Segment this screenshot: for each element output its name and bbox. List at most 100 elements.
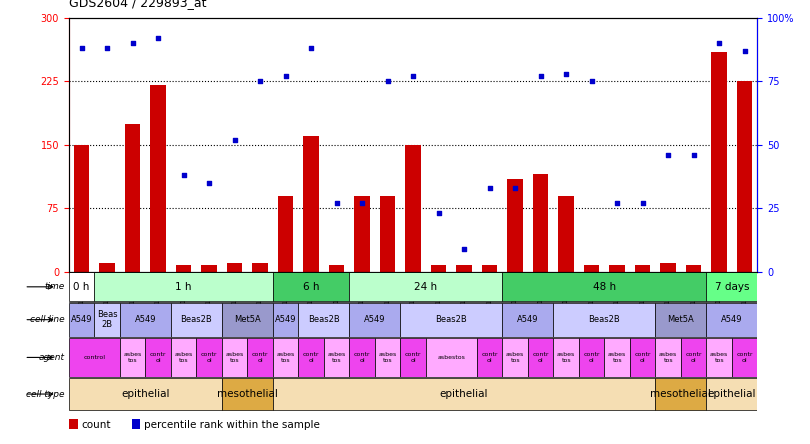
Bar [304, 136, 319, 272]
Bar [74, 145, 89, 272]
Point [305, 45, 318, 52]
Bar [120, 303, 171, 337]
Point [687, 151, 700, 159]
Bar [273, 338, 298, 377]
Text: Beas2B: Beas2B [589, 315, 620, 324]
Point [483, 184, 496, 191]
Text: asbes
tos: asbes tos [506, 352, 524, 363]
Text: A549: A549 [517, 315, 539, 324]
Text: 7 days: 7 days [714, 282, 749, 292]
Bar [298, 303, 349, 337]
Text: contr
ol: contr ol [532, 352, 549, 363]
Point [662, 151, 675, 159]
Bar [431, 265, 446, 272]
Point [611, 200, 624, 207]
Text: Met5A: Met5A [234, 315, 261, 324]
Point [509, 184, 522, 191]
Bar [737, 81, 752, 272]
Point [202, 179, 215, 186]
Text: time: time [45, 282, 65, 291]
Text: control: control [83, 355, 105, 360]
Bar [151, 86, 166, 272]
Text: asbestos: asbestos [437, 355, 465, 360]
Bar [176, 265, 191, 272]
Bar [706, 338, 732, 377]
Text: asbes
tos: asbes tos [174, 352, 193, 363]
Text: 1 h: 1 h [175, 282, 192, 292]
Bar [426, 338, 477, 377]
Bar [630, 338, 655, 377]
Bar [604, 338, 630, 377]
Bar [681, 338, 706, 377]
Bar [273, 303, 298, 337]
Bar [507, 178, 522, 272]
Bar [131, 419, 140, 429]
Bar [502, 303, 553, 337]
Bar [94, 272, 273, 301]
Text: asbes
tos: asbes tos [378, 352, 397, 363]
Bar [222, 338, 247, 377]
Text: epithelial: epithelial [122, 389, 169, 399]
Bar [477, 338, 502, 377]
Text: mesothelial: mesothelial [650, 389, 711, 399]
Text: count: count [81, 420, 110, 429]
Point [534, 73, 547, 80]
Bar [553, 303, 655, 337]
Point [738, 47, 751, 54]
Text: Beas2B: Beas2B [308, 315, 339, 324]
Bar [655, 303, 706, 337]
Point [330, 200, 343, 207]
Point [126, 40, 139, 47]
Bar [406, 145, 420, 272]
Point [585, 78, 598, 85]
Text: contr
ol: contr ol [634, 352, 651, 363]
Point [382, 78, 394, 85]
Text: epithelial: epithelial [440, 389, 488, 399]
Bar [227, 263, 242, 272]
Text: contr
ol: contr ol [736, 352, 752, 363]
Bar [375, 338, 400, 377]
Point [254, 78, 266, 85]
Bar [171, 303, 222, 337]
Text: asbes
tos: asbes tos [225, 352, 244, 363]
Bar [558, 195, 573, 272]
Bar [457, 265, 471, 272]
Bar [502, 338, 528, 377]
Point [177, 172, 190, 179]
Point [560, 70, 573, 77]
Bar [94, 303, 120, 337]
Bar [584, 265, 599, 272]
Text: cell line: cell line [30, 315, 65, 324]
Bar [69, 303, 94, 337]
Text: Beas2B: Beas2B [181, 315, 212, 324]
Bar [69, 419, 78, 429]
Bar [706, 378, 757, 410]
Text: asbes
tos: asbes tos [123, 352, 142, 363]
Bar [329, 265, 344, 272]
Text: GDS2604 / 229893_at: GDS2604 / 229893_at [69, 0, 207, 9]
Bar [502, 272, 706, 301]
Bar [579, 338, 604, 377]
Text: asbes
tos: asbes tos [659, 352, 677, 363]
Text: Beas
2B: Beas 2B [96, 310, 117, 329]
Bar [324, 338, 349, 377]
Text: contr
ol: contr ol [354, 352, 370, 363]
Text: agent: agent [39, 353, 65, 362]
Bar [482, 265, 497, 272]
Bar [655, 338, 681, 377]
Bar [533, 174, 548, 272]
Bar [355, 195, 369, 272]
Bar [69, 378, 222, 410]
Bar [202, 265, 217, 272]
Text: A549: A549 [70, 315, 92, 324]
Bar [528, 338, 553, 377]
Text: contr
ol: contr ol [583, 352, 600, 363]
Bar [400, 338, 426, 377]
Bar [349, 303, 400, 337]
Text: contr
ol: contr ol [685, 352, 701, 363]
Bar [247, 338, 273, 377]
Bar [706, 303, 757, 337]
Text: A549: A549 [364, 315, 386, 324]
Bar [145, 338, 171, 377]
Bar [171, 338, 196, 377]
